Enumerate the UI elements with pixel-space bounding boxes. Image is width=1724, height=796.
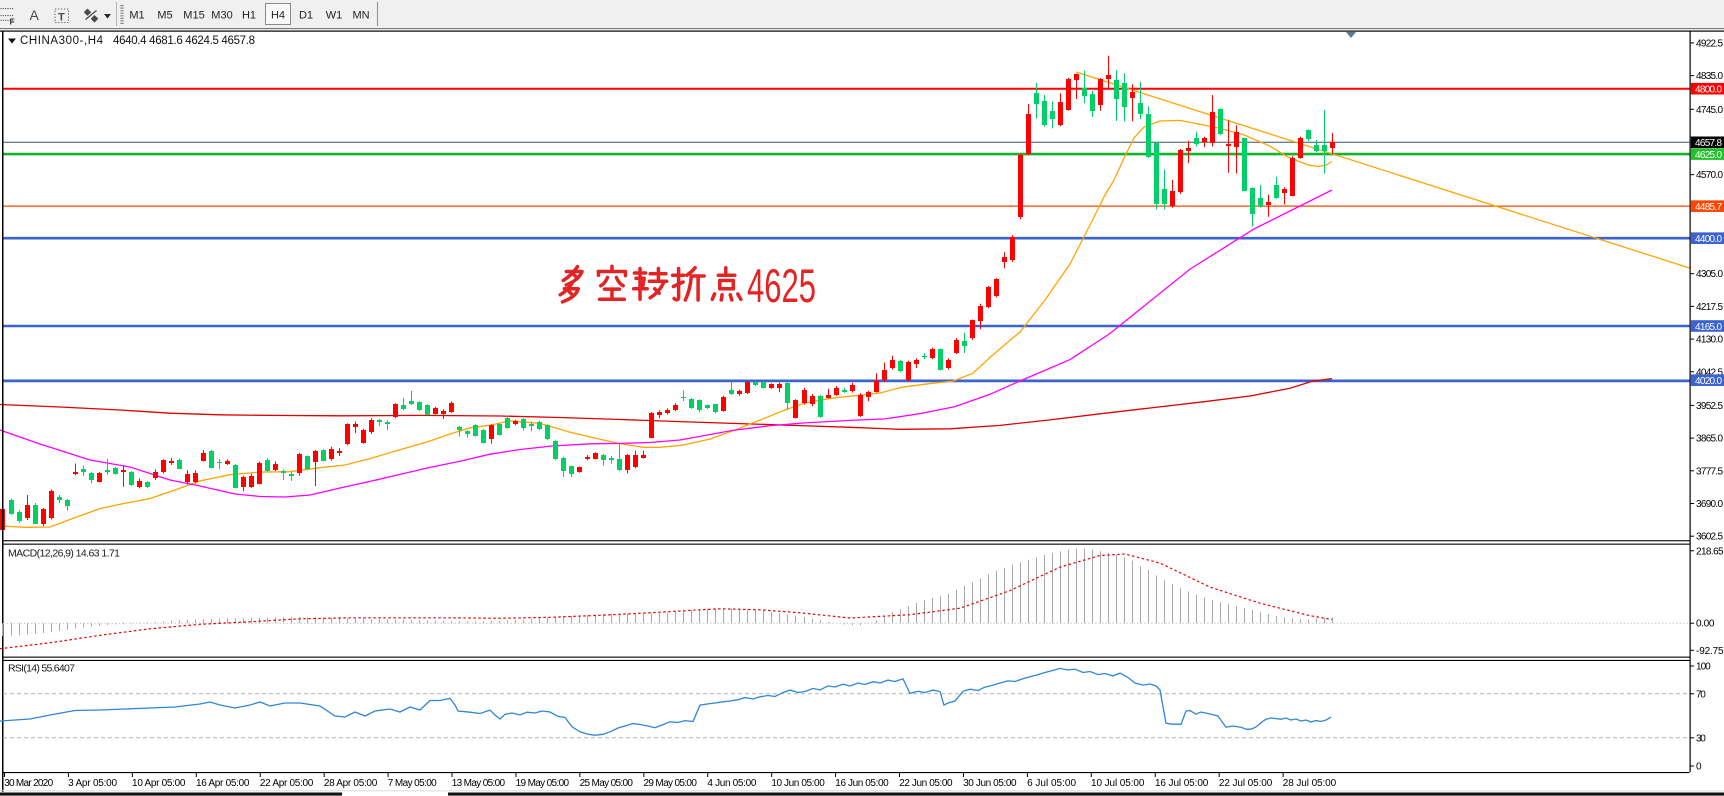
svg-text:22 Jun 05:00: 22 Jun 05:00 bbox=[899, 778, 953, 789]
svg-text:3602.5: 3602.5 bbox=[1696, 532, 1723, 543]
svg-text:0.00: 0.00 bbox=[1696, 619, 1715, 630]
svg-text:30 Jun 05:00: 30 Jun 05:00 bbox=[963, 778, 1017, 789]
svg-text:M30: M30 bbox=[211, 10, 232, 22]
svg-text:4165.0: 4165.0 bbox=[1695, 322, 1722, 333]
svg-text:M5: M5 bbox=[157, 10, 172, 22]
svg-text:22 Jul 05:00: 22 Jul 05:00 bbox=[1219, 778, 1273, 789]
svg-text:MACD(12,26,9) 14.63 1.71: MACD(12,26,9) 14.63 1.71 bbox=[8, 548, 120, 560]
svg-text:22 Apr 05:00: 22 Apr 05:00 bbox=[260, 778, 314, 789]
svg-text:W1: W1 bbox=[326, 10, 343, 22]
svg-text:4625.0: 4625.0 bbox=[1695, 150, 1722, 161]
svg-text:4400.0: 4400.0 bbox=[1695, 234, 1722, 245]
svg-text:D1: D1 bbox=[299, 10, 313, 22]
svg-text:16 Jul 05:00: 16 Jul 05:00 bbox=[1155, 778, 1209, 789]
svg-text:4625: 4625 bbox=[747, 259, 816, 312]
svg-text:3952.5: 3952.5 bbox=[1696, 401, 1723, 412]
svg-text:10 Jun 05:00: 10 Jun 05:00 bbox=[771, 778, 825, 789]
svg-text:4570.0: 4570.0 bbox=[1696, 170, 1723, 181]
svg-text:4217.5: 4217.5 bbox=[1696, 302, 1723, 313]
svg-text:100: 100 bbox=[1696, 662, 1711, 673]
svg-text:4800.0: 4800.0 bbox=[1695, 85, 1722, 96]
svg-text:4305.0: 4305.0 bbox=[1696, 269, 1723, 280]
svg-text:4042.5: 4042.5 bbox=[1696, 367, 1723, 378]
svg-text:4640.4 4681.6 4624.5 4657.8: 4640.4 4681.6 4624.5 4657.8 bbox=[113, 35, 255, 47]
svg-text:MN: MN bbox=[352, 10, 369, 22]
svg-text:28 Jul 05:00: 28 Jul 05:00 bbox=[1283, 778, 1337, 789]
svg-text:4485.7: 4485.7 bbox=[1695, 202, 1722, 213]
svg-text:3865.0: 3865.0 bbox=[1696, 434, 1723, 445]
svg-text:T: T bbox=[58, 12, 65, 24]
svg-text:M1: M1 bbox=[129, 10, 144, 22]
svg-text:4835.0: 4835.0 bbox=[1696, 71, 1723, 82]
svg-text:218.65: 218.65 bbox=[1696, 546, 1724, 557]
svg-text:H1: H1 bbox=[242, 10, 256, 22]
svg-text:H4: H4 bbox=[271, 10, 285, 22]
svg-text:4020.0: 4020.0 bbox=[1695, 376, 1722, 387]
svg-text:13 May 05:00: 13 May 05:00 bbox=[452, 778, 506, 789]
svg-text:25 May 05:00: 25 May 05:00 bbox=[580, 778, 634, 789]
svg-text:CHINA300-,H4: CHINA300-,H4 bbox=[20, 35, 104, 47]
svg-text:10 Apr 05:00: 10 Apr 05:00 bbox=[132, 778, 186, 789]
svg-text:-92.75: -92.75 bbox=[1696, 646, 1724, 657]
svg-text:70: 70 bbox=[1696, 689, 1706, 700]
svg-text:4745.0: 4745.0 bbox=[1696, 105, 1723, 116]
svg-text:6 Jul 05:00: 6 Jul 05:00 bbox=[1027, 778, 1076, 789]
svg-text:4657.8: 4657.8 bbox=[1695, 138, 1722, 149]
svg-text:3777.5: 3777.5 bbox=[1696, 466, 1723, 477]
svg-text:28 Apr 05:00: 28 Apr 05:00 bbox=[324, 778, 378, 789]
svg-text:F: F bbox=[10, 17, 15, 27]
svg-text:30: 30 bbox=[1696, 733, 1706, 744]
svg-text:0: 0 bbox=[1696, 762, 1702, 773]
svg-text:19 May 05:00: 19 May 05:00 bbox=[516, 778, 570, 789]
svg-text:29 May 05:00: 29 May 05:00 bbox=[644, 778, 698, 789]
svg-text:A: A bbox=[30, 7, 40, 23]
svg-text:M15: M15 bbox=[183, 10, 204, 22]
svg-text:4130.0: 4130.0 bbox=[1696, 335, 1723, 346]
svg-text:4922.5: 4922.5 bbox=[1696, 38, 1723, 49]
svg-text:4 Jun 05:00: 4 Jun 05:00 bbox=[707, 778, 756, 789]
svg-text:7 May 05:00: 7 May 05:00 bbox=[388, 778, 437, 789]
svg-text:3690.0: 3690.0 bbox=[1696, 499, 1723, 510]
svg-text:16 Apr 05:00: 16 Apr 05:00 bbox=[196, 778, 250, 789]
svg-text:10 Jul 05:00: 10 Jul 05:00 bbox=[1091, 778, 1145, 789]
svg-text:3 Apr 05:00: 3 Apr 05:00 bbox=[68, 778, 117, 789]
svg-text:16 Jun 05:00: 16 Jun 05:00 bbox=[835, 778, 889, 789]
svg-text:RSI(14) 55.6407: RSI(14) 55.6407 bbox=[8, 663, 75, 675]
svg-text:30 Mar 2020: 30 Mar 2020 bbox=[4, 778, 53, 789]
